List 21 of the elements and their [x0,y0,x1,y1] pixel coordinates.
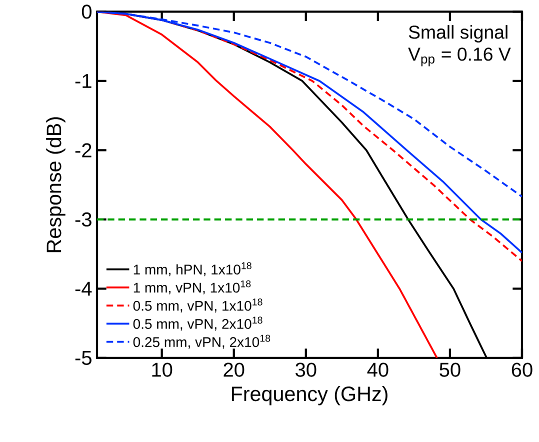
y-axis-title: Response (dB) [46,117,66,252]
x-axis-title: Frequency (GHz) [232,386,388,406]
y-tick-label: 0 [82,4,92,19]
legend-label: 0.5 mm, vPN, 1x10$^{18}$ [133,298,262,312]
legend-label: 1 mm, vPN, 1x10$^{18}$ [134,280,251,294]
x-tick-label: 50 [440,362,460,377]
annotation: Small signal [408,25,508,42]
x-tick-label: 40 [367,362,388,377]
legend-label: 1 mm, hPN, 1x10$^{18}$ [134,262,252,276]
y-tick-label: -1 [75,74,92,88]
y-tick-label: -2 [75,143,92,158]
legend-label: 0.5 mm, vPN, 2x10$^{18}$ [133,316,262,331]
y-tick-label: -3 [75,212,92,227]
x-tick-label: 60 [512,362,532,377]
y-tick-label: -5 [75,351,92,365]
legend-label: 0.25 mm, vPN, 2x10$^{18}$ [133,334,270,349]
annotation: V$_{pp}$ = 0.16 V [408,48,511,66]
y-tick-label: -4 [75,282,92,296]
x-tick-label: 30 [296,362,316,377]
x-tick-label: 20 [224,362,244,377]
x-tick-label: 10 [152,362,172,377]
